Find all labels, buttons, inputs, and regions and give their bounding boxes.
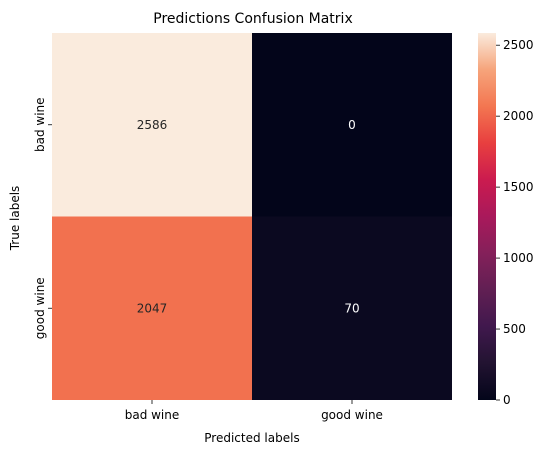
heatmap-cell [52, 33, 252, 217]
x-tick-label: bad wine [125, 408, 180, 422]
y-tick-labels: bad wine good wine [33, 97, 52, 339]
cell-value-label: 0 [348, 118, 356, 132]
y-axis-label: True labels [8, 186, 22, 252]
cell-value-label: 2586 [137, 118, 168, 132]
colorbar-tick-label: 2500 [503, 38, 534, 52]
colorbar-tick-label: 1500 [503, 180, 534, 194]
colorbar-ticks: 0 500 1000 1500 2000 2500 [496, 38, 534, 407]
cell-value-label: 70 [344, 301, 359, 315]
y-tick-label: good wine [33, 277, 47, 339]
heatmap-cell [252, 33, 452, 217]
y-tick-label: bad wine [33, 97, 47, 152]
colorbar-tick-label: 2000 [503, 109, 534, 123]
colorbar [478, 33, 496, 400]
heatmap-cell [52, 216, 252, 400]
colorbar-tick-label: 1000 [503, 251, 534, 265]
chart-title: Predictions Confusion Matrix [153, 11, 352, 27]
x-tick-label: good wine [321, 408, 383, 422]
heatmap-cells: 2586 0 2047 70 [52, 33, 452, 400]
heatmap-cell [252, 216, 452, 400]
x-tick-labels: bad wine good wine [125, 400, 383, 422]
x-axis-label: Predicted labels [204, 431, 299, 445]
cell-value-label: 2047 [137, 301, 168, 315]
colorbar-tick-label: 0 [503, 393, 511, 407]
colorbar-tick-label: 500 [503, 322, 526, 336]
